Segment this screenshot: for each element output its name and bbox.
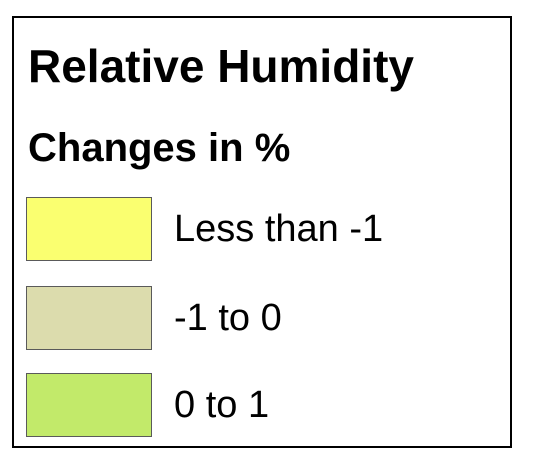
legend-swatch [26, 286, 152, 350]
legend-subtitle: Changes in % [28, 126, 291, 170]
legend-item-0-to-1: 0 to 1 [26, 373, 496, 437]
legend-item-minus-1-to-0: -1 to 0 [26, 286, 496, 350]
legend-label: Less than -1 [174, 208, 384, 250]
legend-panel: Relative Humidity Changes in % Less than… [12, 16, 512, 448]
legend-label: 0 to 1 [174, 384, 270, 426]
legend-swatch [26, 373, 152, 437]
legend-swatch [26, 197, 152, 261]
legend-label: -1 to 0 [174, 297, 282, 339]
legend-item-less-than-minus-1: Less than -1 [26, 197, 496, 261]
legend-title: Relative Humidity [28, 40, 414, 92]
